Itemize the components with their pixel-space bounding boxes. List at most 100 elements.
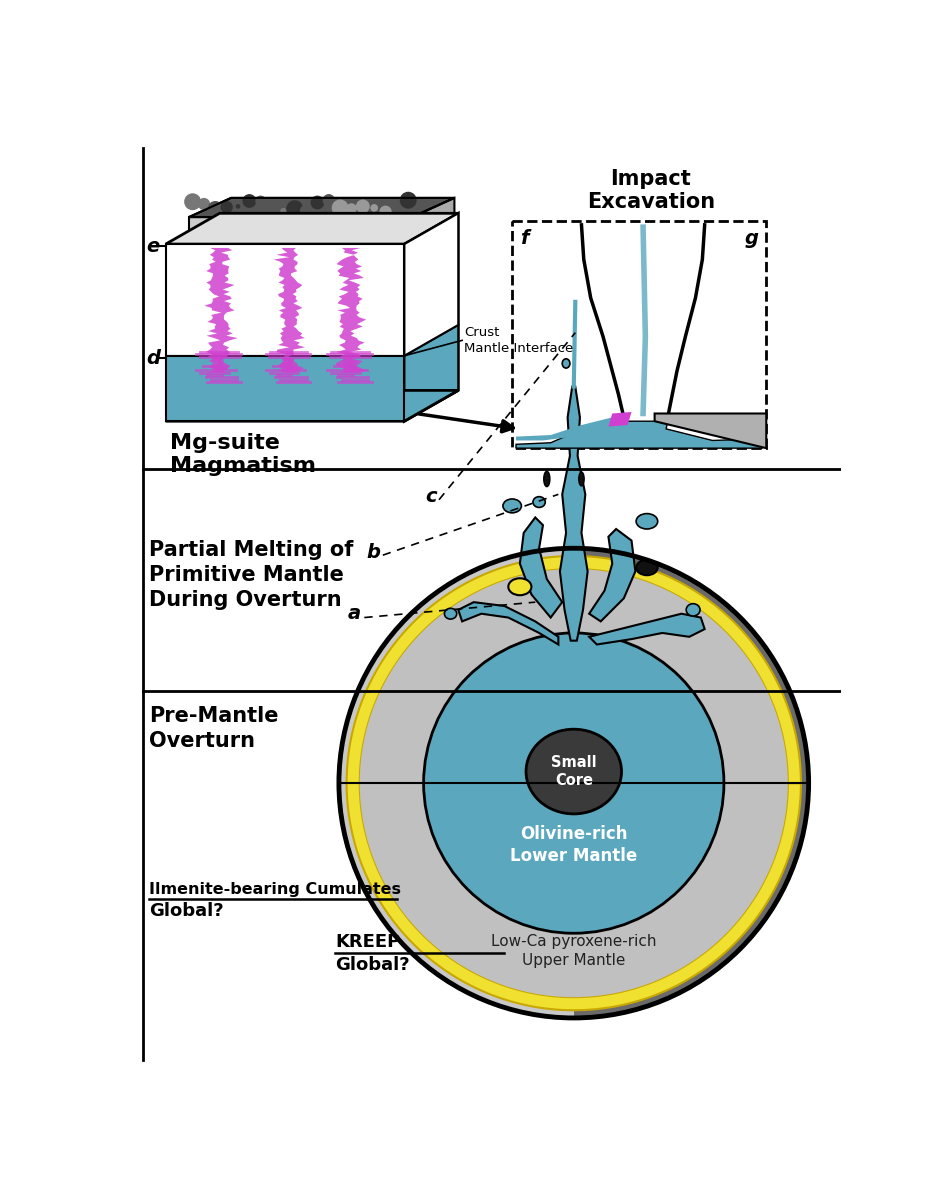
Circle shape xyxy=(682,626,700,644)
Text: Partial Melting of
Primitive Mantle
During Overturn: Partial Melting of Primitive Mantle Duri… xyxy=(149,540,353,610)
Circle shape xyxy=(582,758,590,766)
Polygon shape xyxy=(166,390,458,421)
Polygon shape xyxy=(516,414,627,440)
Polygon shape xyxy=(573,548,808,1018)
Circle shape xyxy=(379,205,391,218)
Ellipse shape xyxy=(507,578,531,595)
Text: Olivine-rich
Lower Mantle: Olivine-rich Lower Mantle xyxy=(509,824,636,865)
Circle shape xyxy=(735,851,743,859)
Circle shape xyxy=(718,784,738,803)
Circle shape xyxy=(776,785,786,794)
Circle shape xyxy=(752,847,777,872)
Circle shape xyxy=(595,704,611,720)
Circle shape xyxy=(605,656,632,685)
Circle shape xyxy=(310,196,324,210)
Circle shape xyxy=(575,724,606,754)
Circle shape xyxy=(561,749,597,784)
Text: Pre-Mantle
Overturn: Pre-Mantle Overturn xyxy=(149,706,278,751)
Circle shape xyxy=(651,810,688,847)
Circle shape xyxy=(659,695,675,712)
Circle shape xyxy=(242,194,256,208)
Circle shape xyxy=(658,750,677,768)
Polygon shape xyxy=(589,613,704,644)
Text: Global?: Global? xyxy=(335,956,409,974)
Circle shape xyxy=(255,196,266,206)
Circle shape xyxy=(630,859,645,875)
Ellipse shape xyxy=(503,499,520,512)
Ellipse shape xyxy=(685,604,699,616)
Polygon shape xyxy=(166,355,404,421)
Polygon shape xyxy=(188,217,412,240)
Ellipse shape xyxy=(636,559,657,575)
Circle shape xyxy=(576,752,584,761)
Text: Global?: Global? xyxy=(149,902,223,920)
Text: a: a xyxy=(347,605,360,623)
Circle shape xyxy=(280,208,286,214)
Circle shape xyxy=(636,667,672,703)
Circle shape xyxy=(674,742,699,767)
Circle shape xyxy=(637,815,664,841)
Circle shape xyxy=(592,826,601,833)
Polygon shape xyxy=(166,214,458,244)
Bar xyxy=(512,221,766,448)
Ellipse shape xyxy=(444,608,456,619)
Ellipse shape xyxy=(562,359,569,368)
Polygon shape xyxy=(204,248,238,373)
Circle shape xyxy=(653,648,671,665)
Circle shape xyxy=(400,192,417,209)
Polygon shape xyxy=(458,602,558,644)
Polygon shape xyxy=(404,214,458,421)
Circle shape xyxy=(607,869,635,898)
Polygon shape xyxy=(654,414,766,448)
Circle shape xyxy=(423,632,724,934)
Circle shape xyxy=(678,847,683,853)
Circle shape xyxy=(631,828,655,852)
Circle shape xyxy=(584,835,591,841)
Circle shape xyxy=(356,199,370,214)
Circle shape xyxy=(706,888,738,920)
Circle shape xyxy=(619,662,635,678)
Polygon shape xyxy=(346,556,800,1010)
Text: Ilmenite-bearing Cumulates: Ilmenite-bearing Cumulates xyxy=(149,882,401,898)
Circle shape xyxy=(591,755,621,784)
Circle shape xyxy=(322,194,334,206)
Polygon shape xyxy=(166,244,404,355)
Circle shape xyxy=(286,200,303,217)
Text: KREEP: KREEP xyxy=(335,932,400,950)
Circle shape xyxy=(236,204,240,209)
Text: Low-Ca pyroxene-rich
Upper Mantle: Low-Ca pyroxene-rich Upper Mantle xyxy=(490,934,656,967)
Text: e: e xyxy=(147,236,160,256)
Polygon shape xyxy=(404,325,458,421)
Circle shape xyxy=(184,193,201,210)
Circle shape xyxy=(300,205,312,217)
Polygon shape xyxy=(607,412,631,426)
Ellipse shape xyxy=(578,472,583,486)
Ellipse shape xyxy=(525,730,621,814)
Text: Impact
Excavation: Impact Excavation xyxy=(586,168,714,211)
Ellipse shape xyxy=(636,514,657,529)
Circle shape xyxy=(331,199,348,216)
Circle shape xyxy=(269,200,275,208)
Polygon shape xyxy=(188,198,454,217)
Text: b: b xyxy=(366,542,380,562)
Polygon shape xyxy=(581,224,704,418)
Circle shape xyxy=(665,811,696,842)
Text: d: d xyxy=(146,348,160,367)
Polygon shape xyxy=(516,421,762,448)
Polygon shape xyxy=(589,529,635,622)
Circle shape xyxy=(574,817,587,829)
Polygon shape xyxy=(339,548,573,1018)
Circle shape xyxy=(615,683,651,720)
Polygon shape xyxy=(560,386,587,641)
Ellipse shape xyxy=(533,497,545,508)
Circle shape xyxy=(595,698,603,706)
Text: c: c xyxy=(425,487,436,506)
Polygon shape xyxy=(412,198,454,240)
Circle shape xyxy=(370,204,377,211)
Circle shape xyxy=(683,722,722,761)
Ellipse shape xyxy=(543,472,549,487)
Text: Mg-suite
Magmatism: Mg-suite Magmatism xyxy=(169,433,315,476)
Circle shape xyxy=(208,200,223,216)
Text: g: g xyxy=(744,229,758,247)
Circle shape xyxy=(394,208,399,211)
